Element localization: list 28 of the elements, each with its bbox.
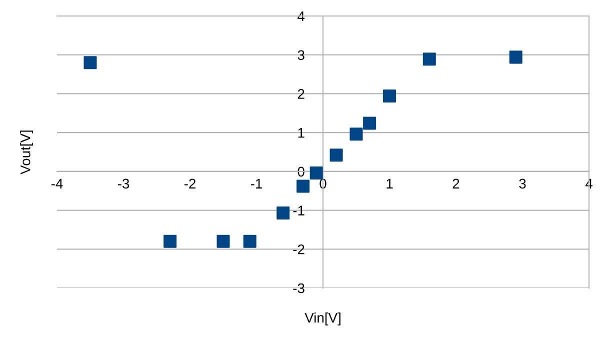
x-tick-label: -4: [51, 178, 63, 188]
y-tick-label: -3: [293, 283, 304, 294]
y-axis-title: Vout[V]: [20, 130, 34, 174]
y-tick-label: 1: [298, 128, 304, 138]
x-tick-label: 2: [452, 178, 460, 188]
point: [276, 206, 290, 220]
y-tick-label: 2: [298, 89, 304, 99]
y-tick-label: 3: [298, 50, 304, 60]
x-tick-label: -3: [118, 178, 130, 189]
point: [330, 148, 343, 162]
point: [509, 50, 522, 64]
point: [216, 234, 230, 248]
x-tick-label: 3: [519, 178, 526, 189]
point: [310, 166, 323, 180]
point: [350, 128, 363, 141]
point: [164, 234, 177, 248]
point: [243, 234, 256, 248]
x-tick-label: 1: [386, 178, 393, 188]
point: [363, 116, 376, 130]
point: [84, 56, 97, 70]
y-tick-label: -1: [293, 206, 304, 216]
point: [382, 90, 396, 103]
x-axis-title: Vin[V]: [304, 312, 340, 326]
x-tick-label: -1: [250, 178, 262, 188]
point: [422, 52, 436, 66]
y-tick-label: -2: [293, 244, 304, 254]
x-tick-label: -2: [184, 178, 196, 188]
point: [296, 180, 310, 193]
